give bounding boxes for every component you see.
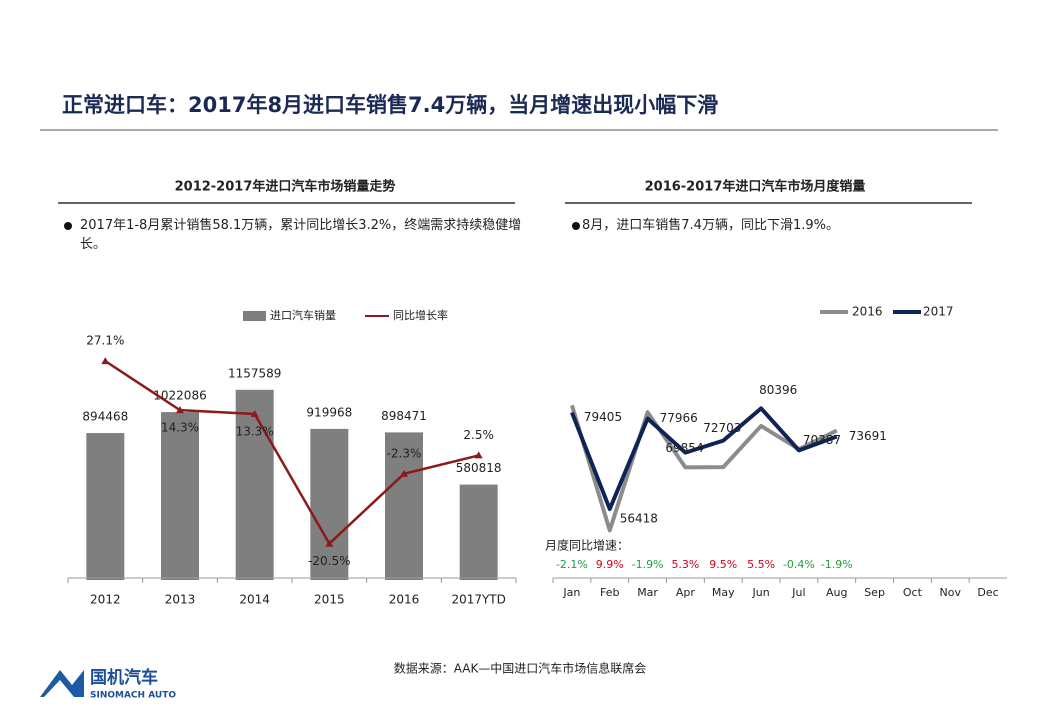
bar-label: 898471 xyxy=(381,409,427,423)
line-marker xyxy=(325,539,334,547)
data-label: 73691 xyxy=(849,429,887,443)
growth-label: 9.5% xyxy=(709,558,737,571)
data-label: 80396 xyxy=(759,383,797,397)
line-marker xyxy=(250,410,259,418)
bar xyxy=(161,412,199,580)
logo-en: SINOMACH AUTO xyxy=(90,691,176,701)
legend-label: 同比增长率 xyxy=(393,308,448,322)
x-tick-label: Aug xyxy=(826,586,847,599)
x-tick-label: 2017YTD xyxy=(451,593,505,607)
data-label: 77966 xyxy=(660,411,698,425)
x-tick-label: 2014 xyxy=(239,593,270,607)
bullet xyxy=(64,222,72,230)
x-tick-label: Sep xyxy=(864,586,885,599)
bar xyxy=(459,484,498,580)
bar xyxy=(86,433,125,580)
growth-label: -1.9% xyxy=(821,558,853,571)
line-label: 14.3% xyxy=(161,421,199,435)
line-marker xyxy=(101,357,110,365)
line xyxy=(570,406,838,512)
logo-name: 国机汽车 xyxy=(90,667,158,688)
logo: 国机汽车 SINOMACH AUTO xyxy=(40,667,176,701)
growth-label: -1.9% xyxy=(632,558,664,571)
bar xyxy=(310,428,349,580)
line-marker xyxy=(474,451,483,459)
legend-label: 进口汽车销量 xyxy=(270,308,336,322)
data-label: 70387 xyxy=(803,433,841,447)
bar xyxy=(235,389,274,580)
data-label: 79405 xyxy=(584,410,622,424)
x-tick-label: Nov xyxy=(940,586,962,599)
chart-title: 2016-2017年进口汽车市场月度销量 xyxy=(645,179,866,195)
x-tick-label: 2012 xyxy=(90,593,121,607)
line xyxy=(104,360,479,546)
bullet-text: 2017年1-8月累计销售58.1万辆，累计同比增长3.2%，终端需求持续稳健增… xyxy=(80,218,522,252)
chart-title: 2012-2017年进口汽车市场销量走势 xyxy=(175,179,396,195)
legend-swatch xyxy=(243,311,266,321)
line-label: -20.5% xyxy=(308,554,350,568)
growth-label: -2.1% xyxy=(556,558,588,571)
growth-title: 月度同比增速： xyxy=(545,538,629,553)
x-tick-label: May xyxy=(712,586,735,599)
bullet xyxy=(572,222,580,230)
bar-label: 1022086 xyxy=(153,389,206,403)
x-tick-label: 2015 xyxy=(314,593,345,607)
x-tick-label: Jun xyxy=(751,586,769,599)
x-tick-label: Apr xyxy=(676,586,696,599)
source: 数据来源：AAK—中国进口汽车市场信息联席会 xyxy=(394,661,647,676)
line-marker xyxy=(176,406,184,414)
x-tick-label: 2013 xyxy=(165,593,196,607)
x-tick-label: Oct xyxy=(903,586,923,599)
line-label: -2.3% xyxy=(387,446,422,460)
x-tick-label: Dec xyxy=(977,586,998,599)
x-tick-label: Feb xyxy=(600,586,619,599)
data-label: 69854 xyxy=(665,441,703,455)
bar xyxy=(385,432,423,580)
x-tick-label: 2016 xyxy=(389,593,420,607)
legend-label: 2017 xyxy=(923,305,954,319)
slide-title: 正常进口车：2017年8月进口车销售7.4万辆，当月增速出现小幅下滑 xyxy=(62,93,718,117)
growth-label: 9.9% xyxy=(596,558,624,571)
data-label: 56418 xyxy=(620,512,658,526)
growth-label: 5.5% xyxy=(747,558,775,571)
data-label: 72703 xyxy=(703,421,741,435)
growth-label: -0.4% xyxy=(783,558,815,571)
line-label: 2.5% xyxy=(463,428,494,442)
bar-label: 919968 xyxy=(306,405,352,419)
bar-label: 894468 xyxy=(82,410,128,424)
x-tick-label: Jul xyxy=(791,586,805,599)
legend-label: 2016 xyxy=(852,305,883,319)
x-tick-label: Jan xyxy=(562,586,580,599)
growth-label: 5.3% xyxy=(671,558,699,571)
bullet-text: 8月，进口车销售7.4万辆，同比下滑1.9%。 xyxy=(582,218,839,233)
line-marker xyxy=(400,469,408,477)
logo-mark xyxy=(44,680,74,697)
bar-label: 580818 xyxy=(456,461,502,475)
line-label: 27.1% xyxy=(86,334,124,348)
x-tick-label: Mar xyxy=(637,586,658,599)
bar-label: 1157589 xyxy=(228,366,281,380)
line-label: 13.3% xyxy=(236,425,274,439)
